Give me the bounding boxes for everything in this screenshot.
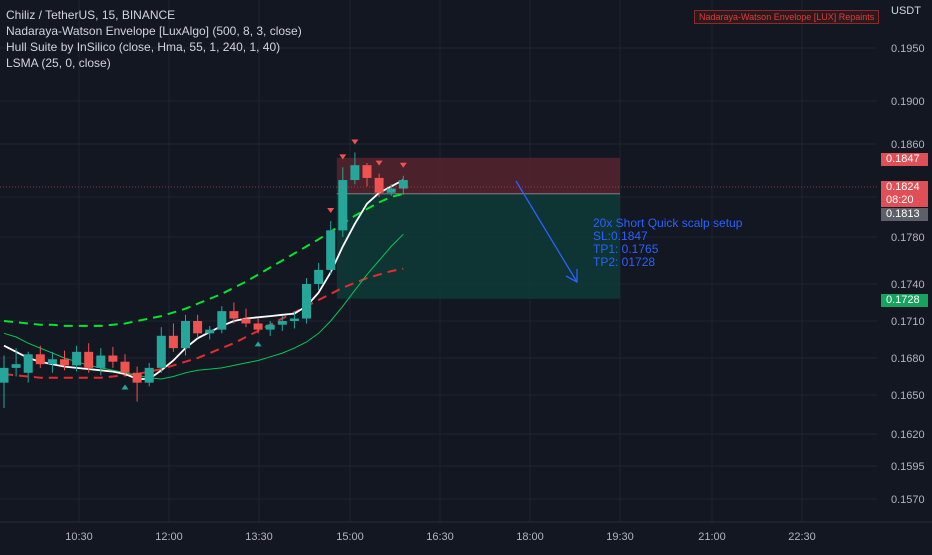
sell-signal-3 bbox=[375, 160, 383, 166]
currency-label[interactable]: USDT bbox=[891, 5, 921, 17]
axes: 0.19500.19000.18600.18100.17800.17400.17… bbox=[0, 43, 932, 543]
candle-body-30 bbox=[362, 165, 372, 178]
candle-body-27 bbox=[326, 230, 336, 270]
candle-body-8 bbox=[96, 355, 106, 368]
x-tick-3: 15:00 bbox=[336, 531, 364, 543]
candle-body-20 bbox=[241, 318, 251, 324]
candle-body-1 bbox=[11, 364, 21, 368]
candle-body-19 bbox=[229, 311, 239, 319]
x-tick-0: 10:30 bbox=[65, 531, 93, 543]
sell-signal-0 bbox=[327, 208, 335, 213]
y-tick-1: 0.1900 bbox=[891, 96, 925, 108]
buy-signal-1 bbox=[254, 341, 262, 347]
y-tick-11: 0.1570 bbox=[891, 494, 925, 506]
candle-body-25 bbox=[302, 284, 311, 319]
candle-body-4 bbox=[47, 359, 57, 365]
y-tick-6: 0.1710 bbox=[891, 316, 925, 328]
take-profit-zone bbox=[336, 193, 620, 299]
candle-body-9 bbox=[108, 355, 118, 362]
legend-symbol[interactable]: Chiliz / TetherUS, 15, BINANCE bbox=[6, 8, 176, 22]
lsma-line bbox=[3, 179, 404, 380]
candle-body-2 bbox=[23, 354, 33, 373]
legend-indicator-nadaraya[interactable]: Nadaraya-Watson Envelope [LuxAlgo] (500,… bbox=[6, 24, 302, 38]
indicator-lines bbox=[3, 179, 404, 380]
candle-body-10 bbox=[120, 361, 130, 373]
annotation-arrow-line bbox=[515, 180, 578, 283]
y-tick-0: 0.1950 bbox=[891, 43, 925, 55]
x-tick-6: 19:30 bbox=[606, 531, 634, 543]
candle-body-12 bbox=[144, 367, 154, 383]
candle-body-15 bbox=[181, 321, 190, 349]
candle-body-18 bbox=[217, 311, 227, 330]
hull-suite-line bbox=[3, 233, 404, 380]
candle-body-26 bbox=[314, 269, 324, 284]
candle-body-29 bbox=[350, 165, 360, 181]
chart-legend: Chiliz / TetherUS, 15, BINANCE Nadaraya-… bbox=[6, 7, 302, 71]
annotation-stop-loss: SL:0.1847 bbox=[593, 229, 648, 243]
envelope-lower-line bbox=[3, 267, 404, 379]
candle-body-3 bbox=[35, 354, 45, 365]
candle-body-7 bbox=[84, 351, 94, 368]
candle-body-5 bbox=[60, 359, 69, 366]
x-tick-7: 21:00 bbox=[698, 531, 726, 543]
repaint-warning-badge: Nadaraya-Watson Envelope [LUX] Repaints bbox=[694, 10, 880, 24]
y-tick-7: 0.1680 bbox=[891, 353, 925, 365]
candle-body-11 bbox=[132, 372, 142, 383]
candle-body-16 bbox=[193, 321, 203, 334]
target-price-tag: 0.1728 bbox=[881, 294, 928, 307]
x-tick-8: 22:30 bbox=[788, 531, 816, 543]
y-tick-8: 0.1650 bbox=[891, 390, 925, 402]
candle-body-32 bbox=[386, 188, 396, 193]
signal-markers bbox=[121, 139, 407, 390]
candle-body-23 bbox=[277, 321, 287, 325]
envelope-upper-line bbox=[3, 192, 404, 327]
candles bbox=[0, 152, 408, 408]
sell-signal-2 bbox=[351, 139, 359, 145]
y-tick-9: 0.1620 bbox=[891, 429, 925, 441]
legend-indicator-hull[interactable]: Hull Suite by InSilico (close, Hma, 55, … bbox=[6, 40, 281, 54]
countdown-tag: 08:20 bbox=[881, 194, 928, 207]
candle-body-14 bbox=[168, 335, 178, 349]
candle-body-28 bbox=[338, 180, 348, 231]
current-price-tag: 0.1824 bbox=[881, 181, 928, 194]
candle-body-6 bbox=[72, 351, 82, 366]
stop-loss-zone bbox=[336, 157, 620, 194]
y-tick-4: 0.1780 bbox=[891, 232, 925, 244]
x-tick-1: 12:00 bbox=[155, 531, 183, 543]
annotation-tp2: TP2: 01728 bbox=[593, 255, 656, 269]
annotation-tp1: TP1: 0.1765 bbox=[593, 242, 659, 256]
y-tick-10: 0.1595 bbox=[891, 461, 925, 473]
x-tick-4: 16:30 bbox=[426, 531, 454, 543]
annotation-title: 20x Short Quick scalp setup bbox=[593, 216, 743, 230]
y-tick-2: 0.1860 bbox=[891, 139, 925, 151]
sell-signal-4 bbox=[399, 162, 407, 168]
candle-body-13 bbox=[156, 335, 166, 368]
y-tick-5: 0.1740 bbox=[891, 279, 925, 291]
buy-signal-0 bbox=[121, 384, 129, 390]
candle-body-17 bbox=[205, 329, 215, 334]
candle-body-31 bbox=[374, 177, 384, 193]
x-tick-5: 18:00 bbox=[516, 531, 544, 543]
trade-setup-annotation[interactable]: 20x Short Quick scalp setup SL:0.1847 TP… bbox=[593, 217, 742, 269]
candle-body-0 bbox=[0, 367, 9, 383]
x-tick-2: 13:30 bbox=[245, 531, 273, 543]
short-position-tool[interactable] bbox=[336, 157, 620, 299]
candle-body-24 bbox=[289, 318, 299, 321]
sell-signal-1 bbox=[339, 154, 347, 160]
legend-indicator-lsma[interactable]: LSMA (25, 0, close) bbox=[6, 56, 111, 70]
candle-body-33 bbox=[398, 180, 408, 189]
stop-price-tag: 0.1847 bbox=[881, 153, 928, 166]
candle-body-21 bbox=[253, 323, 263, 330]
annotation-arrow-head bbox=[565, 269, 578, 284]
entry-price-tag: 0.1813 bbox=[881, 208, 928, 221]
candle-body-22 bbox=[265, 324, 275, 330]
